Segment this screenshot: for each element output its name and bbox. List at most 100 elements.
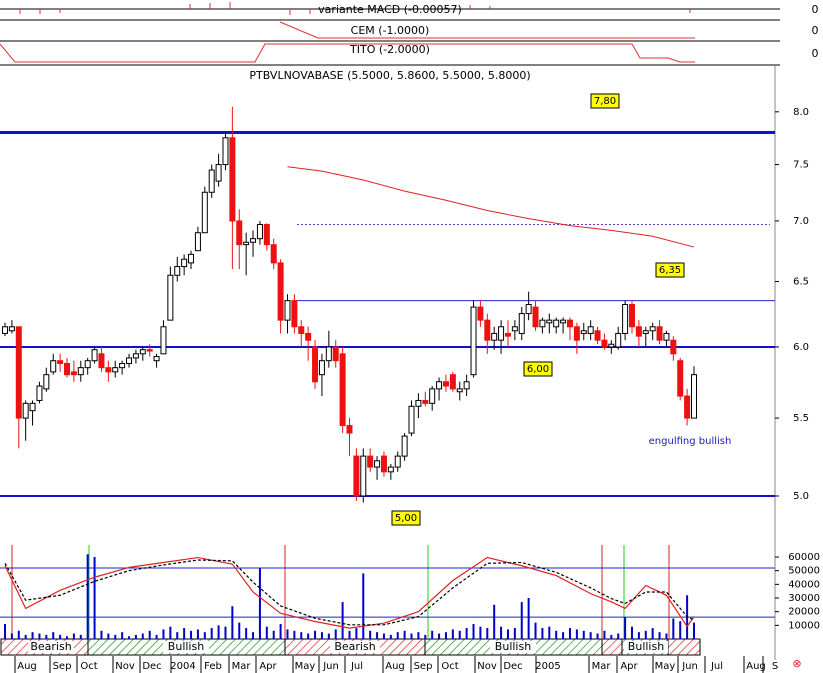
indicator-tick: 0 [812, 3, 819, 16]
level-label-box [523, 361, 553, 377]
x-tick-label: Nov [477, 661, 497, 672]
candle-body [208, 169, 215, 193]
x-tick-label: Apr [620, 661, 638, 672]
chart-title: PTBVLNOVABASE (5.5000, 5.8600, 5.5000, 5… [249, 69, 530, 82]
candle-body [560, 319, 567, 324]
volume-bar [369, 630, 372, 639]
volume-bar [417, 632, 420, 639]
candle-body [649, 326, 656, 332]
volume-bar [258, 567, 261, 639]
volume-bar [589, 632, 592, 639]
x-tick-label: Nov [115, 661, 135, 672]
volume-bar [307, 633, 310, 639]
volume-bar [24, 634, 27, 639]
y-tick-label: 5.5 [793, 413, 809, 424]
volume-bar [45, 634, 48, 639]
candle-body [429, 388, 436, 404]
candle-body [401, 435, 408, 457]
x-tick-label: Jun [681, 661, 698, 672]
candle-body [36, 385, 43, 401]
volume-bar [100, 630, 103, 639]
volume-bar [327, 633, 330, 639]
volume-bar [114, 634, 117, 639]
candle-body [188, 253, 195, 264]
volume-bar [128, 636, 131, 639]
candle-body [367, 455, 374, 468]
volume-bar [637, 632, 640, 639]
volume-bar [79, 634, 82, 639]
candle-body [670, 339, 677, 355]
regime-label: Bullish [168, 640, 204, 653]
volume-bar [513, 628, 516, 639]
candle-body [256, 223, 263, 240]
candle-body [518, 313, 525, 334]
candle-body [15, 326, 22, 419]
volume-bar [52, 632, 55, 639]
volume-bar [86, 554, 89, 639]
candle-body [573, 326, 580, 341]
volume-bar [582, 630, 585, 639]
x-tick-label: Apr [259, 661, 277, 672]
candle-body [608, 343, 615, 348]
close-icon[interactable]: ⊗ [792, 657, 801, 670]
y-tick-label: 5.0 [793, 491, 809, 502]
volume-bar [672, 618, 675, 639]
level-label-box [391, 510, 421, 526]
volume-bar [376, 632, 379, 639]
volume-bar [644, 630, 647, 639]
indicator-panels: variante MACD (-0.00057) CEM (-1.0000) T… [0, 2, 819, 66]
candle-body [484, 319, 491, 341]
y-tick-label: 30000 [788, 593, 820, 604]
volume-bar [630, 626, 633, 639]
volume-bar [17, 630, 20, 639]
candle-body [360, 455, 367, 497]
level-label: 5,00 [395, 513, 417, 524]
candle-body [243, 241, 250, 246]
x-tick-label: Dec [503, 661, 522, 672]
volume-bar [252, 632, 255, 639]
moving-average [287, 166, 695, 248]
candle-body [318, 360, 325, 376]
regime-label: Bearish [30, 640, 71, 653]
candle-body [312, 346, 319, 383]
candle-body [57, 360, 64, 364]
oscillator-line [4, 559, 695, 626]
candle-body [415, 399, 422, 407]
candle-body [656, 326, 663, 341]
candle-body [263, 223, 270, 246]
candle-body [477, 306, 484, 321]
candle-body [615, 332, 622, 348]
candle-body [622, 303, 629, 334]
volume-bar [107, 633, 110, 639]
volume-bar [72, 633, 75, 639]
y-tick-label: 7.5 [793, 160, 809, 171]
volume-bar [382, 633, 385, 639]
volume-bar [617, 633, 620, 639]
candle-body [112, 367, 119, 373]
candle-body [422, 399, 429, 404]
candle-body [532, 306, 539, 328]
candle-body [174, 266, 181, 276]
volume-bar [431, 630, 434, 639]
candle-body [491, 332, 498, 341]
x-tick-label: Oct [441, 661, 458, 672]
candle-body [250, 238, 257, 243]
regime-label: Bearish [334, 640, 375, 653]
volume-bar [479, 626, 482, 639]
candle-body [298, 326, 305, 334]
candle-body [8, 326, 15, 332]
volume-bar [231, 606, 234, 639]
level-label-box [590, 93, 620, 109]
indicator-label: TITO (-2.0000) [349, 43, 430, 56]
volume-bar [121, 632, 124, 639]
volume-bar [493, 604, 496, 639]
indicator-tick: 0 [812, 24, 819, 37]
candle-body [553, 319, 560, 328]
x-tick-label: Jul [710, 661, 723, 672]
candle-body [2, 326, 8, 334]
candle-body [525, 303, 532, 315]
volume-bar [272, 630, 275, 639]
volume-bar [562, 632, 565, 639]
candle-body [84, 360, 91, 369]
volume-bar [66, 636, 69, 639]
